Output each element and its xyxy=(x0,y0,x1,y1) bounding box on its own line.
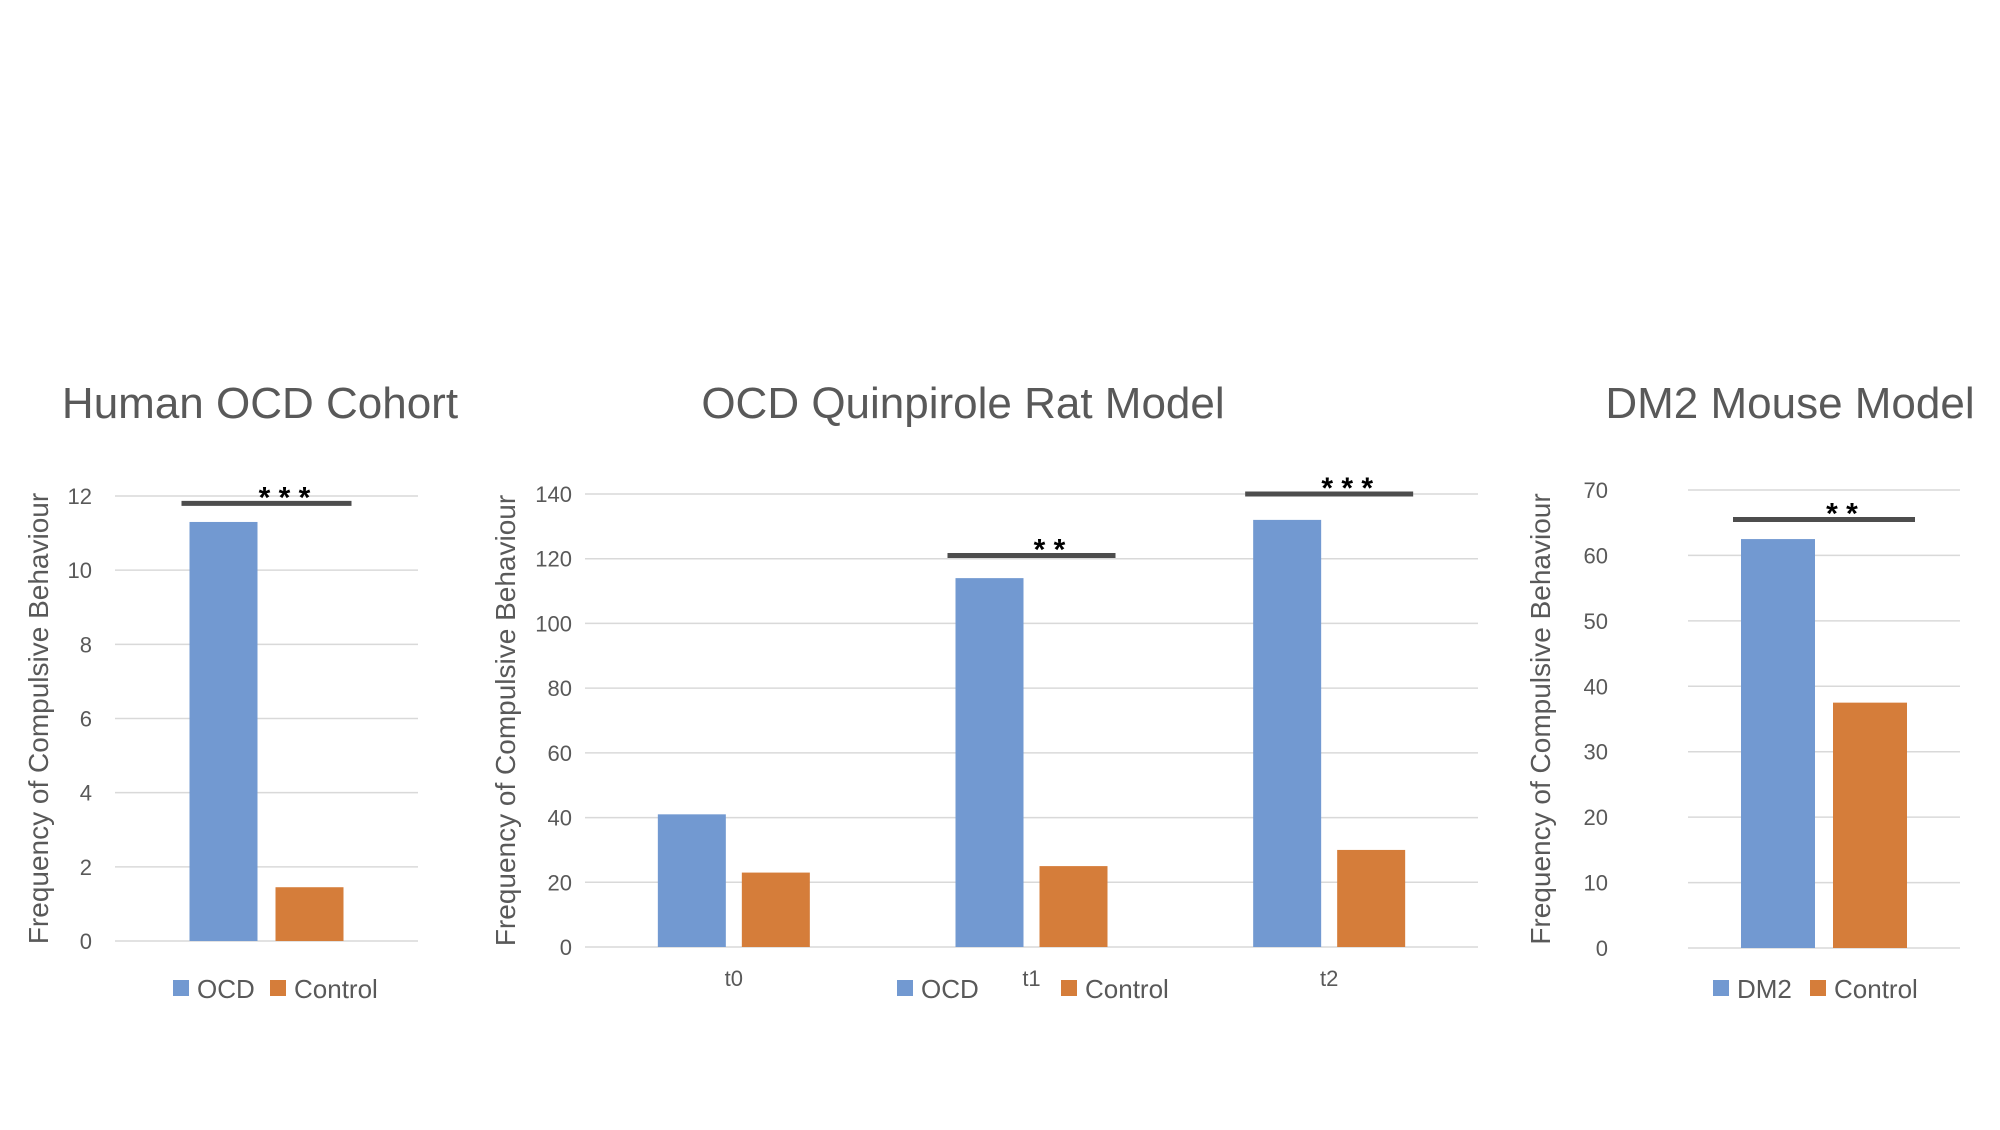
y-tick-label: 12 xyxy=(68,484,92,509)
bar-ocd-t2 xyxy=(1253,519,1322,947)
y-tick-label: 0 xyxy=(80,929,92,954)
y-tick-label: 10 xyxy=(68,558,92,583)
legend-label-ocd: OCD xyxy=(921,974,979,1004)
bar-ocd xyxy=(189,521,258,941)
legend: OCD Control xyxy=(173,974,378,1004)
legend: DM2 Control xyxy=(1713,974,1918,1004)
bar-ocd-t0 xyxy=(657,814,726,947)
legend-label-dm2: DM2 xyxy=(1737,974,1792,1004)
legend-label-control: Control xyxy=(294,974,378,1004)
y-tick-label: 2 xyxy=(80,855,92,880)
x-tick-label: t1 xyxy=(1022,966,1040,991)
y-tick-label: 140 xyxy=(535,482,572,507)
chart-panel-1: Human OCD Cohort 0 2 4 6 8 10 12 Frequency of Co… xyxy=(23,379,458,1004)
y-tick-label: 40 xyxy=(1584,674,1608,699)
significance-stars: * * * xyxy=(259,481,311,514)
bar-control-t2 xyxy=(1337,849,1406,947)
legend-swatch-ocd xyxy=(897,980,913,996)
significance-stars: * * xyxy=(1034,533,1066,566)
y-tick-label: 8 xyxy=(80,632,92,657)
chart-title: OCD Quinpirole Rat Model xyxy=(701,379,1224,428)
bar-ocd-t1 xyxy=(955,578,1024,947)
y-tick-label: 100 xyxy=(535,611,572,636)
legend: OCD Control xyxy=(897,974,1169,1004)
legend-label-control: Control xyxy=(1834,974,1918,1004)
bar-dm2 xyxy=(1741,539,1815,948)
significance-stars: * * xyxy=(1826,497,1858,530)
bar-control-t0 xyxy=(741,872,810,947)
significance-stars: * * * xyxy=(1321,472,1373,505)
y-axis-label: Frequency of Compulsive Behaviour xyxy=(1525,493,1556,944)
y-tick-label: 80 xyxy=(548,676,572,701)
x-tick-label: t2 xyxy=(1320,966,1338,991)
y-tick-label: 50 xyxy=(1584,609,1608,634)
y-tick-label: 20 xyxy=(548,870,572,895)
y-tick-label: 60 xyxy=(1584,543,1608,568)
bar-control-t1 xyxy=(1039,866,1108,947)
y-tick-label: 70 xyxy=(1584,478,1608,503)
y-tick-label: 4 xyxy=(80,781,92,806)
bar-control xyxy=(275,887,344,941)
y-axis-label: Frequency of Compulsive Behaviour xyxy=(23,493,54,944)
legend-swatch-control xyxy=(1810,980,1826,996)
y-tick-label: 0 xyxy=(1596,936,1608,961)
x-tick-label: t0 xyxy=(725,966,743,991)
legend-label-ocd: OCD xyxy=(197,974,255,1004)
y-tick-label: 30 xyxy=(1584,740,1608,765)
y-tick-label: 40 xyxy=(548,806,572,831)
legend-swatch-control xyxy=(1061,980,1077,996)
y-tick-label: 0 xyxy=(560,935,572,960)
y-axis-label: Frequency of Compulsive Behaviour xyxy=(490,495,521,946)
bar-control xyxy=(1833,702,1907,948)
y-tick-label: 120 xyxy=(535,547,572,572)
legend-swatch-control xyxy=(270,980,286,996)
chart-panel-3: DM2 Mouse Model 0 10 20 30 40 50 60 70 Frequency … xyxy=(1525,379,1975,1004)
legend-label-control: Control xyxy=(1085,974,1169,1004)
y-tick-label: 20 xyxy=(1584,805,1608,830)
legend-swatch-ocd xyxy=(173,980,189,996)
chart-panel-2: OCD Quinpirole Rat Model 0 20 40 60 80 100 120 1… xyxy=(490,379,1478,1004)
chart-title: Human OCD Cohort xyxy=(62,379,458,428)
y-tick-label: 10 xyxy=(1584,871,1608,896)
y-tick-label: 60 xyxy=(548,741,572,766)
legend-swatch-dm2 xyxy=(1713,980,1729,996)
chart-title: DM2 Mouse Model xyxy=(1605,379,1974,428)
y-tick-label: 6 xyxy=(80,707,92,732)
